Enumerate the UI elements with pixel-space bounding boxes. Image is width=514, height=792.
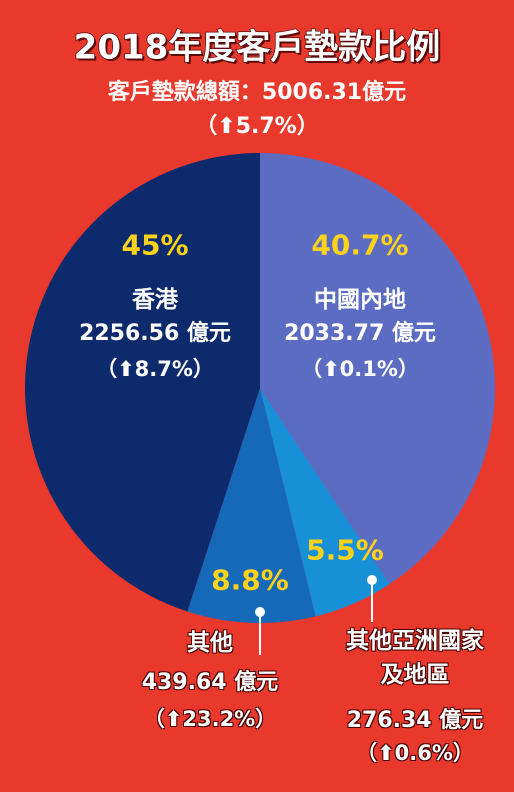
- subtitle-change: （⬆5.7%）: [195, 114, 319, 139]
- value-label: 45%: [121, 228, 189, 262]
- change-label: （⬆23.2%）: [143, 707, 277, 731]
- subtitle: 客戶墊款總額：5006.31億元: [107, 80, 407, 105]
- chart-title: 2018年度客戶墊款比例: [73, 27, 441, 69]
- amount-label: 439.64 億元: [141, 670, 279, 695]
- amount-label: 2256.56 億元: [79, 321, 231, 346]
- category-label: 其他: [187, 630, 233, 656]
- category-label: 中國內地: [314, 287, 406, 313]
- change-label: （⬆8.7%）: [96, 357, 214, 381]
- leader-dot: [367, 575, 377, 585]
- pie-slice: [260, 153, 496, 585]
- pie-slice: [260, 388, 390, 617]
- pie-slice: [24, 153, 261, 612]
- amount-label: 276.34 億元: [346, 708, 484, 733]
- change-label: （⬆0.6%）: [356, 741, 474, 765]
- value-label: 5.5%: [306, 533, 384, 567]
- leader-dot: [255, 607, 265, 617]
- category-label: 其他亞洲國家及地區: [346, 628, 484, 688]
- change-label: （⬆0.1%）: [301, 357, 419, 381]
- value-label: 8.8%: [211, 563, 289, 597]
- value-label: 40.7%: [311, 228, 409, 262]
- category-label: 香港: [132, 287, 178, 313]
- amount-label: 2033.77 億元: [284, 321, 436, 346]
- pie-slice: [187, 388, 316, 624]
